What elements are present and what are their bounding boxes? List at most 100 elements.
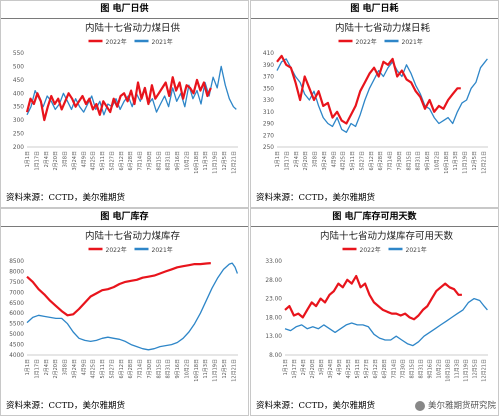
y-tick-label: 28.00 [265, 278, 282, 284]
chart-title: 内陆十七省动力煤日耗 [335, 22, 431, 34]
x-tick-label: 9月16日 [175, 151, 181, 171]
y-tick-label: 450 [13, 78, 24, 84]
panel-header-text: 图 电厂库存可用天数 [332, 212, 417, 222]
y-tick-label: 350 [263, 86, 274, 92]
x-tick-label: 11月19日 [213, 359, 219, 382]
x-tick-label: 8月15日 [156, 359, 162, 379]
x-tick-label: 4月9日 [81, 151, 87, 167]
x-tick-label: 2月20日 [310, 359, 316, 379]
x-tick-label: 8月31日 [166, 359, 172, 379]
watermark: 美尔雅期货研究院 [384, 399, 496, 413]
y-tick-label: 4000 [9, 353, 24, 359]
legend-label-0: 2022年 [106, 246, 127, 254]
chart-panel-daily-supply: 图 电厂日供 内陆十七省动力煤日供 2022年 2021年 200 250 300 350 4… [0, 0, 249, 208]
y-tick-label: 23.00 [265, 297, 282, 303]
series-line-1 [26, 262, 239, 351]
y-tick-label: 13.00 [265, 334, 282, 340]
x-tick-label: 5月27日 [364, 359, 370, 379]
x-tick-label: 6月12日 [373, 359, 379, 379]
y-tick-label: 6000 [9, 311, 24, 317]
x-tick-label: 8月15日 [409, 359, 415, 379]
x-tick-label: 10月18日 [445, 359, 451, 382]
legend-label-0: 2022年 [356, 38, 377, 46]
panel-header: 图 电厂日耗 [251, 1, 498, 19]
x-tick-label: 6月12日 [369, 151, 375, 171]
x-tick-label: 9月16日 [427, 359, 433, 379]
x-tick-label: 7月30日 [147, 359, 153, 379]
x-tick-label: 3月24日 [72, 151, 78, 171]
y-tick-label: 250 [263, 145, 274, 151]
x-tick-label: 11月19日 [463, 151, 469, 174]
panel-header: 图 电厂库存可用天数 [251, 209, 498, 227]
x-tick-label: 1月17日 [284, 151, 290, 171]
x-tick-label: 10月18日 [194, 151, 200, 174]
chart-panel-inventory: 图 电厂库存 内陆十七省动力煤库存 2022年 2021年 4000 4500 5000 5… [0, 208, 249, 416]
x-tick-label: 1月17日 [34, 359, 40, 379]
y-tick-label: 8000 [9, 269, 24, 275]
x-tick-label: 4月9日 [337, 359, 343, 375]
y-tick-label: 8.00 [269, 353, 282, 359]
x-tick-label: 11月3日 [453, 151, 459, 171]
y-tick-label: 5500 [9, 322, 24, 328]
x-tick-label: 2月4日 [44, 359, 50, 375]
x-tick-label: 2月4日 [44, 151, 50, 167]
y-tick-label: 310 [263, 110, 274, 116]
x-tick-label: 8月31日 [418, 359, 424, 379]
x-tick-label: 5月27日 [109, 359, 115, 379]
chart-panel-inventory-days: 图 电厂库存可用天数 内陆十七省动力煤库存可用天数 2022年 2021年 8.00 1… [250, 208, 499, 416]
source-note: 资料来源：CCTD，美尔雅期货 [6, 401, 125, 411]
x-tick-label: 4月25日 [346, 359, 352, 379]
legend-label-0: 2022年 [360, 246, 381, 254]
x-tick-label: 2月4日 [301, 359, 307, 375]
y-tick-label: 8500 [9, 259, 24, 265]
source-note: 资料来源：CCTD，美尔雅期货 [6, 193, 125, 203]
y-tick-label: 370 [263, 75, 274, 81]
x-tick-label: 2月20日 [53, 359, 59, 379]
y-tick-label: 410 [263, 51, 274, 57]
series-line-0 [25, 76, 212, 122]
x-tick-label: 10月2日 [184, 359, 190, 379]
x-tick-label: 12月5日 [222, 359, 228, 379]
y-tick-label: 390 [263, 63, 274, 69]
series-line-1 [284, 297, 488, 347]
y-tick-label: 550 [13, 51, 24, 57]
x-tick-label: 10月18日 [444, 151, 450, 174]
x-tick-label: 12月5日 [472, 151, 478, 171]
panel-header: 图 电厂日供 [1, 1, 248, 19]
x-tick-label: 12月21日 [231, 151, 237, 174]
x-tick-label: 5月11日 [355, 359, 361, 379]
x-tick-label: 6月28日 [382, 359, 388, 379]
chart-panel-daily-consumption: 图 电厂日耗 内陆十七省动力煤日耗 2022年 2021年 250 270 290 310 3… [250, 0, 499, 208]
x-tick-label: 7月14日 [388, 151, 394, 171]
x-tick-label: 3月8日 [63, 359, 69, 375]
x-tick-label: 6月28日 [378, 151, 384, 171]
x-tick-label: 7月14日 [138, 359, 144, 379]
y-tick-label: 330 [263, 98, 274, 104]
y-tick-label: 270 [263, 133, 274, 139]
x-tick-label: 12月21日 [231, 359, 237, 382]
series-line-1 [26, 65, 237, 116]
source-note: 资料来源：CCTD，美尔雅期货 [256, 193, 375, 203]
x-tick-label: 5月27日 [109, 151, 115, 171]
series-line-1 [276, 58, 488, 133]
x-tick-label: 5月27日 [359, 151, 365, 171]
x-tick-label: 3月8日 [319, 359, 325, 375]
x-tick-label: 5月11日 [350, 151, 356, 171]
panel-header-text: 图 电厂库存 [100, 212, 149, 222]
y-tick-label: 290 [263, 122, 274, 128]
x-tick-label: 4月25日 [341, 151, 347, 171]
y-tick-label: 300 [13, 118, 24, 124]
x-tick-label: 5月11日 [100, 359, 106, 379]
series-line-0 [284, 274, 462, 321]
x-tick-label: 2月20日 [303, 151, 309, 171]
x-tick-label: 11月3日 [203, 359, 209, 379]
y-tick-label: 5000 [9, 332, 24, 338]
x-tick-label: 7月14日 [391, 359, 397, 379]
panel-header: 图 电厂库存 [1, 209, 248, 227]
series-line-0 [276, 54, 461, 125]
wechat-icon [414, 400, 425, 411]
x-tick-label: 12月21日 [481, 359, 487, 382]
y-tick-label: 400 [13, 91, 24, 97]
panel-header-text: 图 电厂日耗 [350, 4, 399, 14]
x-tick-label: 3月24日 [322, 151, 328, 171]
